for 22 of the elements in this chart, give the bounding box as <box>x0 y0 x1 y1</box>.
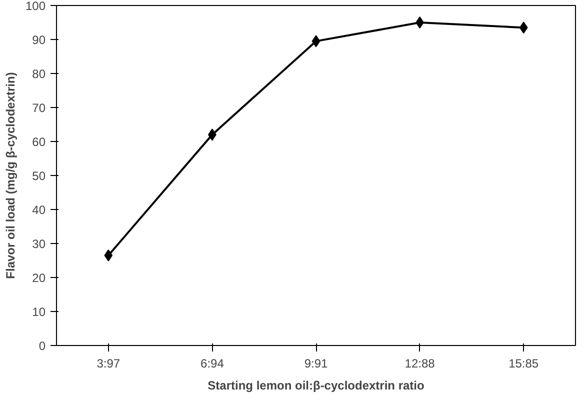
y-tick-label: 20 <box>32 271 46 285</box>
y-tick-label: 30 <box>32 237 46 251</box>
point <box>104 249 113 262</box>
y-tick-label: 10 <box>32 305 46 319</box>
y-tick-label: 50 <box>32 169 46 183</box>
y-tick-label: 90 <box>32 33 46 47</box>
y-tick-label: 40 <box>32 203 46 217</box>
x-tick-label: 6:94 <box>200 356 224 370</box>
y-tick-label: 70 <box>32 101 46 115</box>
point <box>519 22 528 34</box>
y-axis-title: Flavor oil load (mg/g β-cyclodextrin) <box>3 72 18 279</box>
point <box>416 16 424 28</box>
x-tick-label: 3:97 <box>96 356 120 370</box>
y-tick-label: 0 <box>38 339 46 353</box>
x-tick-label: 9:91 <box>304 356 328 370</box>
y-tick-label: 60 <box>32 135 46 149</box>
point <box>312 35 320 48</box>
y-tick-label: 100 <box>25 0 46 13</box>
y-tick-label: 80 <box>32 67 46 81</box>
x-tick-label: 15:85 <box>508 356 539 370</box>
x-tick-label: 12:88 <box>404 356 436 370</box>
x-axis-title: Starting lemon oil:β-cyclodextrin ratio <box>208 378 424 392</box>
